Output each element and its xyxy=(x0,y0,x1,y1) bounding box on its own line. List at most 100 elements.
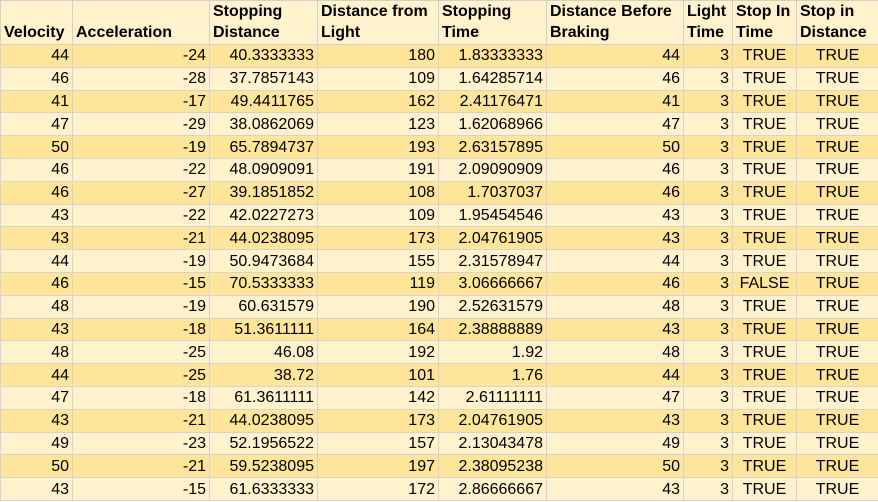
cell-stop-in-distance[interactable]: TRUE xyxy=(796,226,878,251)
cell-stopping-distance[interactable]: 60.631579 xyxy=(209,294,318,319)
cell-velocity[interactable]: 41 xyxy=(0,89,73,114)
cell-velocity[interactable]: 43 xyxy=(0,477,73,501)
cell-distance-before-braking[interactable]: 47 xyxy=(546,385,684,410)
cell-distance-before-braking[interactable]: 50 xyxy=(546,454,684,479)
cell-stop-in-time[interactable]: TRUE xyxy=(732,180,797,205)
cell-acceleration[interactable]: -19 xyxy=(72,294,210,319)
cell-stopping-distance[interactable]: 59.5238095 xyxy=(209,454,318,479)
cell-stopping-distance[interactable]: 44.0238095 xyxy=(209,226,318,251)
cell-light-time[interactable]: 3 xyxy=(683,408,733,433)
cell-distance-before-braking[interactable]: 50 xyxy=(546,135,684,159)
column-header-light-time[interactable]: Light Time xyxy=(683,0,733,45)
cell-stop-in-time[interactable]: TRUE xyxy=(732,44,797,68)
cell-distance-before-braking[interactable]: 48 xyxy=(546,294,684,319)
cell-light-time[interactable]: 3 xyxy=(683,385,733,410)
cell-stopping-time[interactable]: 1.62068966 xyxy=(438,112,547,137)
cell-distance-from-light[interactable]: 162 xyxy=(317,89,439,114)
cell-stop-in-time[interactable]: TRUE xyxy=(732,203,797,228)
cell-velocity[interactable]: 46 xyxy=(0,271,73,296)
cell-distance-before-braking[interactable]: 41 xyxy=(546,89,684,114)
cell-stop-in-time[interactable]: TRUE xyxy=(732,363,797,387)
cell-stop-in-time[interactable]: TRUE xyxy=(732,66,797,91)
cell-distance-from-light[interactable]: 155 xyxy=(317,249,439,273)
cell-stopping-time[interactable]: 1.7037037 xyxy=(438,180,547,205)
cell-acceleration[interactable]: -25 xyxy=(72,363,210,387)
cell-acceleration[interactable]: -15 xyxy=(72,477,210,501)
cell-stopping-time[interactable]: 1.83333333 xyxy=(438,44,547,68)
cell-stopping-time[interactable]: 2.13043478 xyxy=(438,431,547,456)
cell-light-time[interactable]: 3 xyxy=(683,66,733,91)
cell-velocity[interactable]: 48 xyxy=(0,340,73,365)
column-header-distance-from-light[interactable]: Distance from Light xyxy=(317,0,439,45)
cell-distance-before-braking[interactable]: 43 xyxy=(546,408,684,433)
cell-stopping-distance[interactable]: 38.0862069 xyxy=(209,112,318,137)
cell-stopping-time[interactable]: 2.04761905 xyxy=(438,226,547,251)
cell-stopping-distance[interactable]: 46.08 xyxy=(209,340,318,365)
cell-stop-in-distance[interactable]: TRUE xyxy=(796,385,878,410)
cell-distance-from-light[interactable]: 123 xyxy=(317,112,439,137)
cell-stop-in-time[interactable]: TRUE xyxy=(732,340,797,365)
cell-distance-from-light[interactable]: 193 xyxy=(317,135,439,159)
cell-stopping-time[interactable]: 2.41176471 xyxy=(438,89,547,114)
cell-light-time[interactable]: 3 xyxy=(683,477,733,501)
cell-velocity[interactable]: 49 xyxy=(0,431,73,456)
cell-stopping-distance[interactable]: 42.0227273 xyxy=(209,203,318,228)
cell-light-time[interactable]: 3 xyxy=(683,317,733,342)
cell-stop-in-time[interactable]: TRUE xyxy=(732,157,797,182)
cell-stop-in-distance[interactable]: TRUE xyxy=(796,271,878,296)
cell-stopping-time[interactable]: 2.52631579 xyxy=(438,294,547,319)
cell-stop-in-time[interactable]: TRUE xyxy=(732,317,797,342)
cell-distance-before-braking[interactable]: 46 xyxy=(546,180,684,205)
column-header-stopping-time[interactable]: Stopping Time xyxy=(438,0,547,45)
cell-stopping-time[interactable]: 1.95454546 xyxy=(438,203,547,228)
cell-light-time[interactable]: 3 xyxy=(683,112,733,137)
cell-stop-in-time[interactable]: TRUE xyxy=(732,385,797,410)
cell-stop-in-distance[interactable]: TRUE xyxy=(796,317,878,342)
column-header-stop-in-time[interactable]: Stop In Time xyxy=(732,0,797,45)
cell-stop-in-distance[interactable]: TRUE xyxy=(796,249,878,273)
cell-stopping-distance[interactable]: 52.1956522 xyxy=(209,431,318,456)
cell-stopping-distance[interactable]: 50.9473684 xyxy=(209,249,318,273)
cell-stop-in-distance[interactable]: TRUE xyxy=(796,454,878,479)
cell-distance-from-light[interactable]: 109 xyxy=(317,203,439,228)
cell-acceleration[interactable]: -27 xyxy=(72,180,210,205)
cell-light-time[interactable]: 3 xyxy=(683,294,733,319)
cell-acceleration[interactable]: -19 xyxy=(72,135,210,159)
cell-velocity[interactable]: 44 xyxy=(0,363,73,387)
cell-velocity[interactable]: 47 xyxy=(0,112,73,137)
cell-velocity[interactable]: 48 xyxy=(0,294,73,319)
cell-velocity[interactable]: 43 xyxy=(0,203,73,228)
cell-distance-before-braking[interactable]: 46 xyxy=(546,157,684,182)
cell-stop-in-time[interactable]: TRUE xyxy=(732,477,797,501)
cell-stopping-distance[interactable]: 37.7857143 xyxy=(209,66,318,91)
cell-velocity[interactable]: 46 xyxy=(0,180,73,205)
cell-stopping-time[interactable]: 2.63157895 xyxy=(438,135,547,159)
cell-distance-from-light[interactable]: 190 xyxy=(317,294,439,319)
cell-acceleration[interactable]: -24 xyxy=(72,44,210,68)
cell-acceleration[interactable]: -21 xyxy=(72,408,210,433)
cell-acceleration[interactable]: -18 xyxy=(72,317,210,342)
cell-stop-in-distance[interactable]: TRUE xyxy=(796,340,878,365)
cell-stop-in-time[interactable]: TRUE xyxy=(732,454,797,479)
column-header-acceleration[interactable]: Acceleration xyxy=(72,0,210,45)
cell-stopping-distance[interactable]: 61.3611111 xyxy=(209,385,318,410)
cell-stop-in-time[interactable]: TRUE xyxy=(732,249,797,273)
cell-acceleration[interactable]: -17 xyxy=(72,89,210,114)
cell-stop-in-time[interactable]: TRUE xyxy=(732,89,797,114)
cell-distance-before-braking[interactable]: 44 xyxy=(546,249,684,273)
cell-light-time[interactable]: 3 xyxy=(683,135,733,159)
cell-stop-in-time[interactable]: TRUE xyxy=(732,294,797,319)
cell-light-time[interactable]: 3 xyxy=(683,271,733,296)
cell-light-time[interactable]: 3 xyxy=(683,363,733,387)
cell-distance-before-braking[interactable]: 43 xyxy=(546,477,684,501)
cell-stopping-time[interactable]: 2.61111111 xyxy=(438,385,547,410)
cell-stopping-distance[interactable]: 70.5333333 xyxy=(209,271,318,296)
cell-stopping-distance[interactable]: 44.0238095 xyxy=(209,408,318,433)
cell-velocity[interactable]: 43 xyxy=(0,408,73,433)
cell-stopping-distance[interactable]: 51.3611111 xyxy=(209,317,318,342)
cell-stopping-time[interactable]: 1.64285714 xyxy=(438,66,547,91)
cell-stopping-distance[interactable]: 61.6333333 xyxy=(209,477,318,501)
cell-acceleration[interactable]: -29 xyxy=(72,112,210,137)
cell-stopping-distance[interactable]: 38.72 xyxy=(209,363,318,387)
cell-distance-from-light[interactable]: 191 xyxy=(317,157,439,182)
